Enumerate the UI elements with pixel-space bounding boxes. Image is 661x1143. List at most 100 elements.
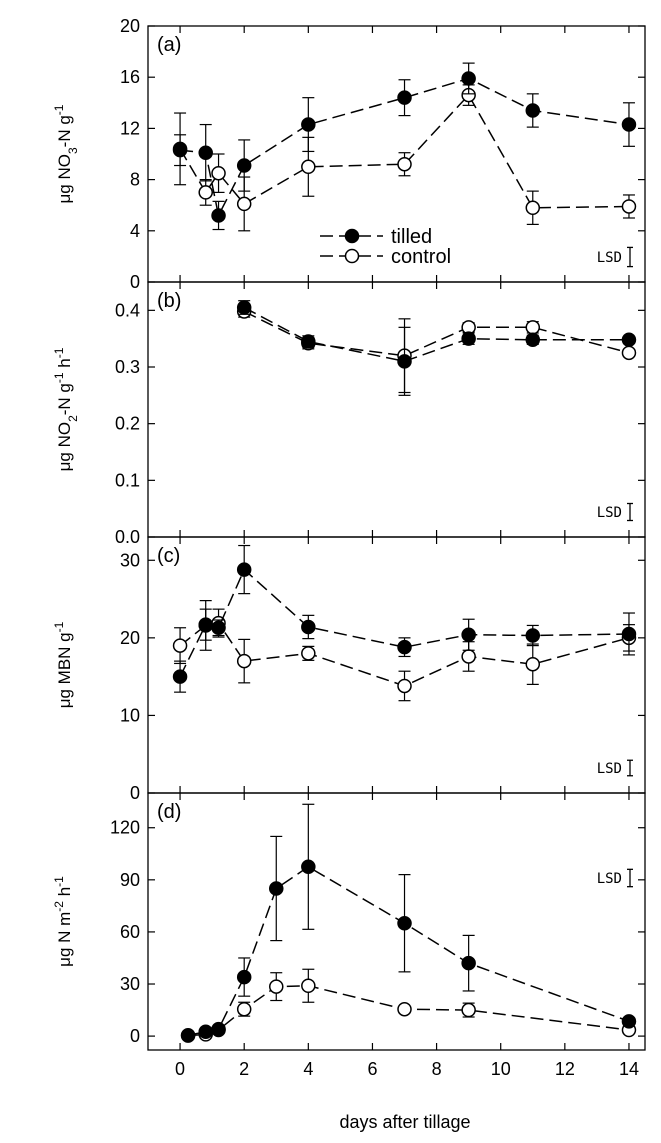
y-axis-title: μg NO2-N g-1 h-1: [52, 347, 80, 471]
data-point-tilled: [621, 1014, 637, 1029]
lsd-indicator: LSD: [597, 759, 633, 777]
series-tilled: [180, 803, 637, 1043]
data-point-control: [397, 678, 412, 694]
x-tick-label: 2: [239, 1059, 249, 1079]
panel-label: (a): [157, 34, 181, 56]
plot-frame: [147, 281, 646, 538]
data-point-control: [301, 646, 316, 661]
y-axis-title-part: μg N m: [55, 912, 74, 967]
data-point-tilled: [236, 158, 252, 173]
data-point-tilled: [525, 628, 541, 643]
y-axis-title-part: -N g: [55, 383, 74, 415]
data-point-tilled: [269, 881, 284, 896]
x-tick-label: 4: [303, 1059, 313, 1079]
data-point-tilled: [621, 332, 637, 348]
y-axis-title-part: μg MBN g: [55, 632, 74, 708]
data-point-tilled: [397, 639, 412, 655]
data-point-control: [525, 200, 541, 216]
y-tick-label: 8: [130, 170, 140, 190]
data-point-tilled: [301, 334, 316, 349]
y-tick-label: 20: [120, 16, 140, 36]
series-tilled: [172, 62, 637, 231]
data-point-tilled: [525, 103, 541, 118]
data-point-control: [461, 1002, 476, 1018]
y-tick-label: 0: [130, 783, 140, 803]
x-tick-label: 6: [367, 1059, 377, 1079]
lsd-indicator: LSD: [597, 502, 633, 522]
y-tick-label: 20: [120, 628, 140, 648]
lsd-indicator: LSD: [597, 868, 633, 888]
data-point-tilled: [461, 627, 476, 642]
y-axis-title-part: h: [55, 358, 74, 372]
lsd-label: LSD: [597, 250, 622, 266]
series-tilled: [236, 300, 637, 396]
data-point-tilled: [301, 117, 316, 132]
data-point-control: [525, 656, 541, 672]
data-point-control: [301, 159, 316, 175]
y-tick-label: 90: [120, 870, 140, 890]
legend-marker: [344, 228, 360, 244]
data-point-control: [236, 653, 252, 669]
y-axis-title-part: 3: [66, 147, 80, 154]
y-axis-title-part: μg NO: [55, 154, 74, 203]
data-point-tilled: [397, 354, 412, 369]
data-point-control: [172, 638, 188, 653]
y-tick-label: 30: [120, 974, 140, 994]
data-point-tilled: [461, 955, 476, 971]
data-point-tilled: [180, 1027, 196, 1043]
data-point-tilled: [525, 332, 541, 348]
data-point-tilled: [211, 620, 226, 636]
y-tick-label: 0.4: [115, 300, 140, 320]
y-axis-title-part: μg NO: [55, 422, 74, 471]
legend-label: tilled: [391, 226, 432, 248]
lsd-label: LSD: [597, 761, 622, 777]
data-point-control: [269, 979, 284, 994]
y-axis-title-part: -N g: [55, 115, 74, 147]
y-axis-title-part: -1: [52, 372, 66, 383]
panel-c: 0 10 20 30 (c) μg MBN g-1 LSD: [52, 536, 646, 803]
y-tick-label: 0.0: [115, 527, 140, 547]
panel-label: (c): [157, 545, 180, 567]
series-line-control: [243, 310, 630, 357]
data-point-control: [236, 196, 252, 212]
data-point-tilled: [301, 859, 316, 875]
y-tick-label: 10: [120, 705, 140, 725]
data-point-tilled: [461, 71, 476, 86]
data-point-control: [621, 199, 637, 214]
data-point-tilled: [198, 145, 213, 160]
panel-label: (b): [157, 290, 181, 312]
y-tick-label: 120: [110, 818, 140, 838]
y-tick-label: 16: [120, 67, 140, 87]
y-axis-title-part: -1: [52, 621, 66, 632]
data-point-tilled: [621, 626, 637, 642]
series-line-tilled: [243, 306, 629, 363]
data-point-tilled: [211, 208, 226, 223]
data-point-tilled: [301, 619, 316, 635]
data-point-tilled: [198, 617, 213, 632]
data-point-control: [397, 156, 412, 172]
y-axis-title-part: -1: [52, 104, 66, 115]
data-point-tilled: [236, 300, 252, 315]
series-control: [236, 304, 637, 394]
y-tick-label: 0: [130, 1026, 140, 1046]
y-axis-title-part: 2: [66, 415, 80, 422]
data-point-tilled: [621, 117, 637, 132]
data-point-tilled: [397, 90, 412, 105]
y-axis-title: μg NO3-N g-1: [52, 104, 80, 203]
panel-label: (d): [157, 801, 181, 823]
y-axis-title-part: -1: [52, 347, 66, 358]
data-point-control: [236, 1001, 252, 1017]
data-point-tilled: [236, 562, 252, 577]
panel-d: 0 2 4 6 8 10 12 14 0 30 60 90 120 (d) μg N m-2 h-1 LSD: [52, 792, 646, 1079]
lsd-label: LSD: [597, 871, 622, 887]
lsd-indicator: LSD: [597, 246, 633, 268]
y-tick-label: 12: [120, 118, 140, 138]
x-tick-label: 8: [432, 1059, 442, 1079]
legend-label: control: [391, 246, 451, 268]
legend-marker: [344, 248, 360, 264]
